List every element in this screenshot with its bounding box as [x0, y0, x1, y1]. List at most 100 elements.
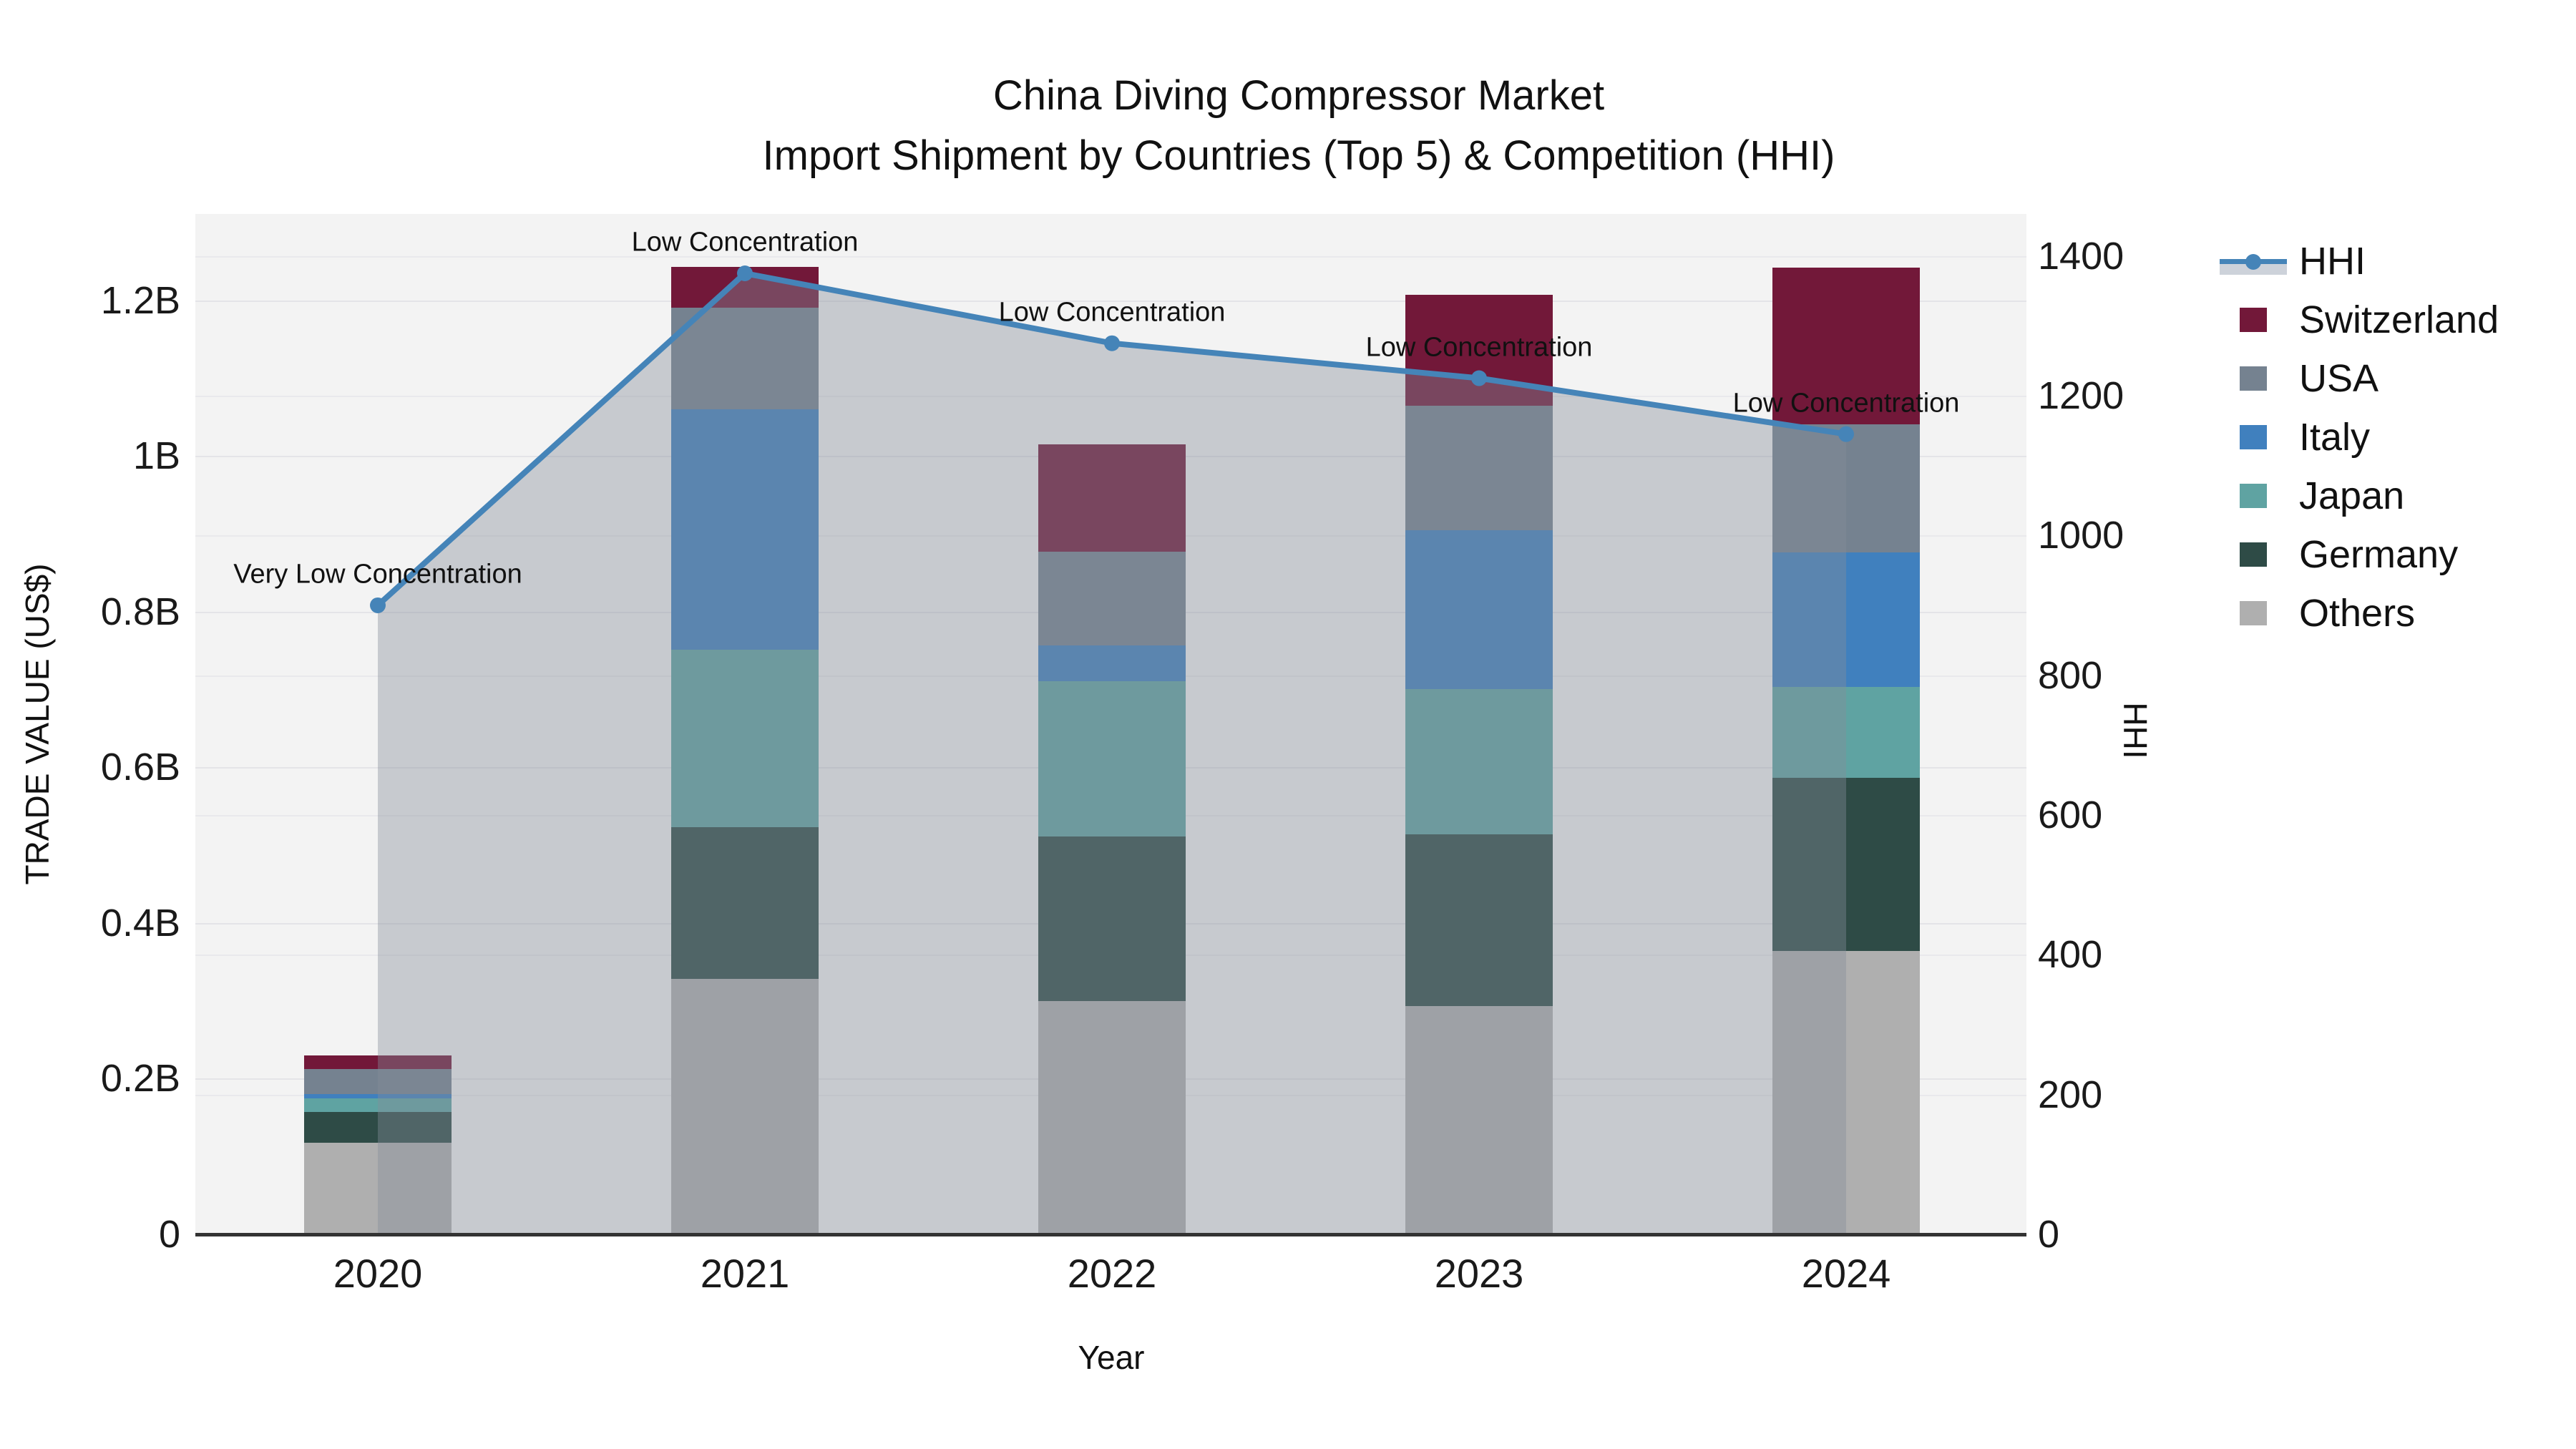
gridline-trade-value: [195, 300, 2026, 302]
bar-segment-japan-2021[interactable]: [671, 650, 819, 828]
hhi-marker-2022[interactable]: [1104, 335, 1120, 351]
y-axis-left-title: TRADE VALUE (US$): [19, 563, 56, 885]
bar-segment-switzerland-2024[interactable]: [1772, 268, 1920, 424]
annotation-2022: Low Concentration: [998, 297, 1226, 328]
annotation-2020: Very Low Concentration: [233, 559, 522, 590]
y-axis-right-title: HHI: [2117, 702, 2154, 759]
y-left-tick-0.8B: 0.8B: [100, 590, 180, 633]
hhi-marker-2023[interactable]: [1471, 370, 1487, 386]
bar-segment-japan-2020[interactable]: [304, 1098, 452, 1113]
y-left-tick-0: 0: [158, 1213, 180, 1256]
legend-swatch-icon: [2217, 584, 2299, 643]
legend: HHI Switzerland USA Italy Japan Germany Others: [2217, 232, 2499, 643]
y-right-tick-1200: 1200: [2038, 374, 2124, 417]
x-axis-line: [195, 1233, 2026, 1236]
y-left-tick-0.2B: 0.2B: [100, 1057, 180, 1101]
bar-segment-usa-2021[interactable]: [671, 307, 819, 410]
x-tick-2021: 2021: [700, 1251, 790, 1296]
bar-segment-italy-2022[interactable]: [1038, 645, 1186, 681]
gridline-hhi: [195, 255, 2026, 258]
y-right-tick-1000: 1000: [2038, 514, 2124, 557]
bar-segment-italy-2024[interactable]: [1772, 552, 1920, 688]
bar-segment-usa-2023[interactable]: [1405, 405, 1553, 530]
hhi-marker-2021[interactable]: [737, 265, 753, 282]
bar-segment-usa-2024[interactable]: [1772, 424, 1920, 553]
legend-line-sample-icon: [2217, 232, 2299, 291]
y-right-tick-1400: 1400: [2038, 234, 2124, 278]
legend-label-others: Others: [2299, 592, 2416, 635]
legend-label-germany: Germany: [2299, 533, 2459, 576]
legend-color-swatch-germany: [2240, 542, 2267, 567]
bar-segment-usa-2020[interactable]: [304, 1069, 452, 1095]
y-right-tick-600: 600: [2038, 793, 2103, 836]
legend-color-swatch-others: [2240, 601, 2267, 625]
y-left-tick-0.4B: 0.4B: [100, 901, 180, 945]
bar-segment-germany-2020[interactable]: [304, 1112, 452, 1143]
bar-segment-italy-2020[interactable]: [304, 1094, 452, 1098]
bar-segment-others-2024[interactable]: [1772, 951, 1920, 1234]
x-axis-title: Year: [1078, 1339, 1145, 1376]
legend-color-swatch-usa: [2240, 366, 2267, 391]
legend-label-switzerland: Switzerland: [2299, 298, 2499, 341]
legend-swatch-icon: [2217, 467, 2299, 525]
annotation-2021: Low Concentration: [631, 227, 859, 258]
legend-item-usa[interactable]: USA: [2217, 349, 2499, 408]
legend-color-swatch-italy: [2240, 425, 2267, 449]
legend-item-hhi[interactable]: HHI: [2217, 232, 2499, 291]
legend-color-swatch-switzerland: [2240, 308, 2267, 332]
bar-segment-germany-2024[interactable]: [1772, 777, 1920, 952]
bar-segment-others-2020[interactable]: [304, 1142, 452, 1234]
chart-title-line2: Import Shipment by Countries (Top 5) & C…: [762, 132, 1835, 179]
x-tick-2024: 2024: [1801, 1251, 1891, 1296]
legend-item-others[interactable]: Others: [2217, 584, 2499, 643]
legend-item-japan[interactable]: Japan: [2217, 467, 2499, 525]
hhi-area-fill: [378, 273, 1846, 1234]
legend-label-japan: Japan: [2299, 474, 2405, 517]
x-tick-2020: 2020: [333, 1251, 423, 1296]
bar-segment-japan-2024[interactable]: [1772, 687, 1920, 778]
legend-swatch-icon: [2217, 291, 2299, 349]
bar-segment-germany-2022[interactable]: [1038, 836, 1186, 1001]
legend-marker-icon: [2245, 254, 2261, 270]
legend-color-swatch-japan: [2240, 484, 2267, 508]
hhi-line-layer: [370, 265, 1854, 1234]
gridline-hhi: [195, 395, 2026, 397]
bar-segment-others-2021[interactable]: [671, 979, 819, 1234]
hhi-marker-2024[interactable]: [1838, 426, 1854, 442]
y-left-tick-1B: 1B: [132, 434, 180, 478]
chart-title: China Diving Compressor Market Import Sh…: [21, 66, 2576, 186]
y-right-tick-0: 0: [2038, 1213, 2060, 1256]
bar-segment-japan-2023[interactable]: [1405, 688, 1553, 834]
legend-item-italy[interactable]: Italy: [2217, 408, 2499, 467]
bar-segment-switzerland-2022[interactable]: [1038, 444, 1186, 552]
bar-segment-germany-2021[interactable]: [671, 827, 819, 980]
bar-segment-usa-2022[interactable]: [1038, 552, 1186, 645]
legend-item-switzerland[interactable]: Switzerland: [2217, 291, 2499, 349]
y-right-tick-200: 200: [2038, 1073, 2103, 1116]
bar-segment-italy-2021[interactable]: [671, 409, 819, 650]
x-tick-2022: 2022: [1067, 1251, 1157, 1296]
y-right-tick-400: 400: [2038, 933, 2103, 977]
annotation-2024: Low Concentration: [1732, 388, 1960, 419]
legend-item-germany[interactable]: Germany: [2217, 525, 2499, 584]
bar-segment-switzerland-2020[interactable]: [304, 1055, 452, 1070]
hhi-marker-2020[interactable]: [370, 597, 386, 613]
legend-swatch-icon: [2217, 349, 2299, 408]
x-tick-2023: 2023: [1434, 1251, 1524, 1296]
bar-segment-others-2022[interactable]: [1038, 1000, 1186, 1234]
y-right-tick-800: 800: [2038, 653, 2103, 697]
bar-segment-others-2023[interactable]: [1405, 1006, 1553, 1234]
bar-segment-germany-2023[interactable]: [1405, 834, 1553, 1007]
legend-swatch-icon: [2217, 408, 2299, 467]
y-left-tick-1.2B: 1.2B: [100, 278, 180, 322]
legend-label-italy: Italy: [2299, 416, 2371, 459]
chart-title-line1: China Diving Compressor Market: [992, 72, 1605, 119]
bar-segment-japan-2022[interactable]: [1038, 680, 1186, 837]
legend-label-usa: USA: [2299, 357, 2379, 400]
annotation-2023: Low Concentration: [1365, 332, 1593, 363]
legend-swatch-icon: [2217, 525, 2299, 584]
y-left-tick-0.6B: 0.6B: [100, 746, 180, 789]
legend-label-hhi: HHI: [2299, 240, 2366, 283]
bar-segment-italy-2023[interactable]: [1405, 530, 1553, 689]
